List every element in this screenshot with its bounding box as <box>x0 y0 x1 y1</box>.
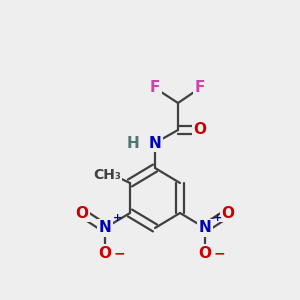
Text: O: O <box>194 122 206 137</box>
Text: O: O <box>98 245 112 260</box>
Text: −: − <box>113 246 125 260</box>
Text: O: O <box>221 206 235 220</box>
Text: F: F <box>195 80 205 95</box>
Text: H: H <box>127 136 140 151</box>
Text: N: N <box>199 220 212 236</box>
Text: −: − <box>213 246 225 260</box>
Text: N: N <box>148 136 161 151</box>
Text: +: + <box>112 213 122 223</box>
Text: O: O <box>199 245 212 260</box>
Text: +: + <box>212 213 222 223</box>
Text: N: N <box>99 220 111 236</box>
Text: F: F <box>150 80 160 95</box>
Text: CH₃: CH₃ <box>93 168 121 182</box>
Text: O: O <box>76 206 88 220</box>
